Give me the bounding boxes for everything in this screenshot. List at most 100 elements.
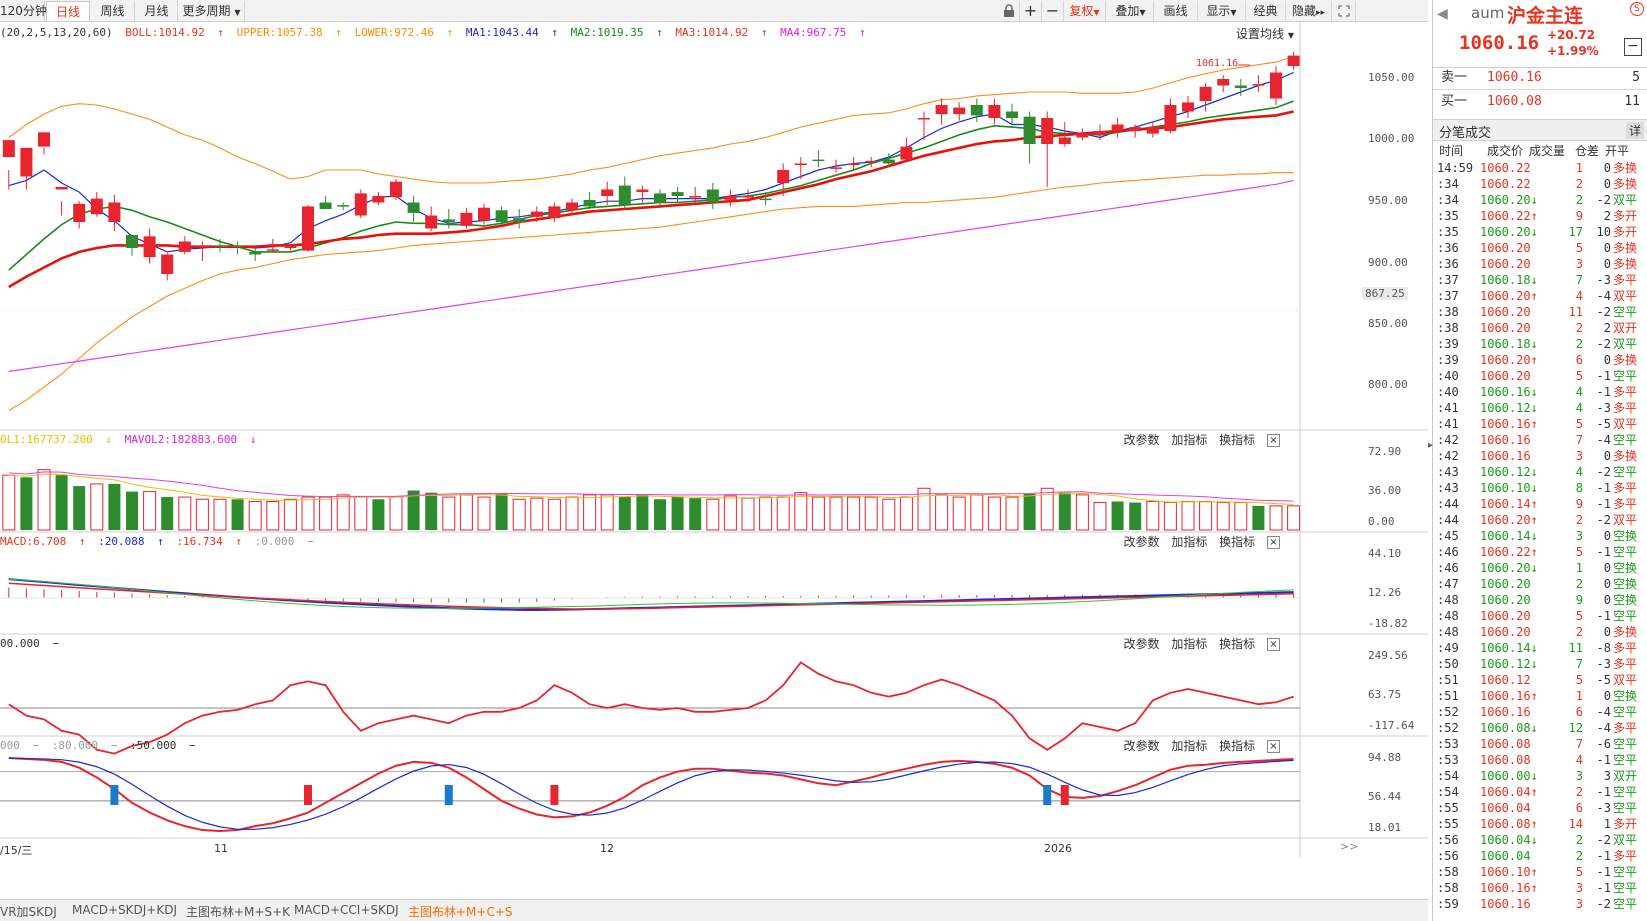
ask-price: 1060.16 (1487, 70, 1542, 85)
zoom-out-icon[interactable]: − (1042, 1, 1064, 21)
candle-body (530, 211, 543, 217)
switch-indicator-button[interactable]: 换指标 (1219, 433, 1256, 447)
boll-text: BOLL:1014.92 (125, 26, 205, 39)
trade-type: 多平 (1613, 849, 1638, 863)
trade-oi-change: -1 (1596, 369, 1611, 383)
scroll-right-icon[interactable]: >> (1340, 840, 1359, 853)
trade-oi-change: -2 (1596, 465, 1611, 479)
candle-body (618, 185, 631, 206)
close-panel-icon[interactable]: × (1267, 536, 1280, 549)
collapse-icon[interactable]: − (1624, 38, 1642, 56)
trade-volume: 6 (1575, 801, 1583, 815)
add-indicator-button[interactable]: 加指标 (1171, 637, 1208, 651)
overlay-button[interactable]: 叠加▼ (1108, 1, 1154, 21)
trade-price: 1060.08↑ (1480, 817, 1538, 831)
fuquan-label: 复权 (1069, 4, 1094, 18)
trade-volume: 2 (1575, 177, 1583, 191)
detail-button[interactable]: 详 (1625, 122, 1644, 139)
trade-volume: 3 (1575, 881, 1583, 895)
trade-type: 空换 (1613, 593, 1638, 607)
trade-type: 双开 (1613, 769, 1638, 783)
trade-row: :42 1060.16 7 -4 空平 (1433, 432, 1647, 448)
more-periods-button[interactable]: 更多周期 ▼ (179, 1, 245, 21)
kline-chart[interactable] (0, 22, 1428, 899)
ask-row: 卖一 1060.16 5 (1433, 66, 1647, 90)
cci-text: 00.000 (0, 637, 40, 650)
y-tick: 12.26 (1368, 586, 1402, 599)
tab-template-active[interactable]: 主图布林+M+C+S (408, 905, 513, 919)
trade-oi-change: -4 (1596, 433, 1611, 447)
candle-body (671, 192, 684, 196)
tab-template[interactable]: 主图布林+M+S+K (186, 905, 291, 919)
zoom-in-icon[interactable]: + (1020, 1, 1042, 21)
tab-template[interactable]: MACD+CCI+SKDJ (294, 903, 399, 917)
hide-button[interactable]: 隐藏▸▸ (1286, 1, 1332, 21)
trade-time: :54 (1437, 785, 1459, 799)
trade-row: :36 1060.20 3 0 多换 (1433, 256, 1647, 272)
edit-params-button[interactable]: 改参数 (1123, 637, 1160, 651)
close-panel-icon[interactable]: × (1267, 740, 1280, 753)
add-indicator-button[interactable]: 加指标 (1171, 433, 1208, 447)
trade-price: 1060.04 (1480, 849, 1531, 863)
cci-line (8, 661, 1294, 755)
trade-price: 1060.16 (1480, 897, 1531, 911)
y-tick: -18.82 (1368, 617, 1408, 630)
trade-row: :48 1060.20 9 0 空换 (1433, 592, 1647, 608)
edit-params-button[interactable]: 改参数 (1123, 739, 1160, 753)
trade-type: 多平 (1613, 481, 1638, 495)
trade-price: 1060.20↑ (1480, 513, 1538, 527)
candle-body (1146, 127, 1159, 134)
trade-type: 多平 (1613, 497, 1638, 511)
draw-line-button[interactable]: 画线 (1154, 1, 1198, 21)
lock-icon[interactable] (998, 1, 1020, 21)
upper-text: UPPER:1057.38 (236, 26, 323, 39)
trade-volume: 2 (1575, 625, 1583, 639)
period-weekly[interactable]: 周线 (91, 1, 135, 21)
period-monthly[interactable]: 月线 (136, 1, 178, 21)
close-panel-icon[interactable]: × (1267, 434, 1280, 447)
period-daily[interactable]: 日线 (46, 1, 90, 21)
add-indicator-button[interactable]: 加指标 (1171, 535, 1208, 549)
trade-type: 多开 (1613, 817, 1638, 831)
info-icon[interactable]: S (1630, 2, 1644, 16)
fullscreen-icon[interactable] (1332, 1, 1356, 21)
volume-bar (1111, 501, 1124, 530)
y-tick: 950.00 (1368, 194, 1408, 207)
prev-contract-icon[interactable]: ◀ (1437, 6, 1448, 22)
volume-bar (459, 494, 473, 531)
close-panel-icon[interactable]: × (1267, 638, 1280, 651)
trade-time: :36 (1437, 241, 1459, 255)
trade-type: 双平 (1613, 289, 1638, 303)
chart-area[interactable]: (20,2,5,13,20,60) BOLL:1014.92 ↑ UPPER:1… (0, 22, 1428, 899)
upper-value: UPPER:1057.38 ↑ (236, 26, 342, 39)
trade-row: :52 1060.16 6 -4 空平 (1433, 704, 1647, 720)
trade-volume: 8 (1575, 481, 1583, 495)
kdj-legend-3: :50.000 − (129, 739, 196, 752)
trade-time: :42 (1437, 449, 1459, 463)
display-button[interactable]: 显示▼ (1198, 1, 1246, 21)
classic-button[interactable]: 经典 (1246, 1, 1286, 21)
splitter-handle[interactable]: ▸ (1428, 440, 1434, 451)
trade-type: 空换 (1613, 529, 1638, 543)
switch-indicator-button[interactable]: 换指标 (1219, 535, 1256, 549)
y-tick: 800.00 (1368, 378, 1408, 391)
quote-header: ◀ aum 沪金主连 S 1060.16 +20.72 +1.99% − (1433, 0, 1647, 68)
boll-params: (20,2,5,13,20,60) (0, 26, 113, 39)
add-indicator-button[interactable]: 加指标 (1171, 739, 1208, 753)
kdj-legend-2-text: :80.000 (51, 739, 99, 752)
edit-params-button[interactable]: 改参数 (1123, 433, 1160, 447)
switch-indicator-button[interactable]: 换指标 (1219, 739, 1256, 753)
tab-template[interactable]: MACD+SKDJ+KDJ (72, 903, 177, 917)
period-120min[interactable]: 120分钟 (0, 1, 47, 21)
volume-panel-tools: 改参数 加指标 换指标 × (1115, 432, 1280, 448)
candle-body (583, 199, 596, 207)
ma-settings-button[interactable]: 设置均线 ▼ (1236, 25, 1294, 42)
switch-indicator-button[interactable]: 换指标 (1219, 637, 1256, 651)
fuquan-button[interactable]: 复权▼ (1064, 1, 1106, 21)
ask-volume: 5 (1632, 70, 1640, 85)
candle-body (953, 107, 966, 115)
edit-params-button[interactable]: 改参数 (1123, 535, 1160, 549)
macd-value: MACD:6.708 ↑ (0, 535, 86, 548)
tab-template[interactable]: VR加SKDJ (0, 905, 57, 919)
zero-text: :0.000 (254, 535, 295, 548)
